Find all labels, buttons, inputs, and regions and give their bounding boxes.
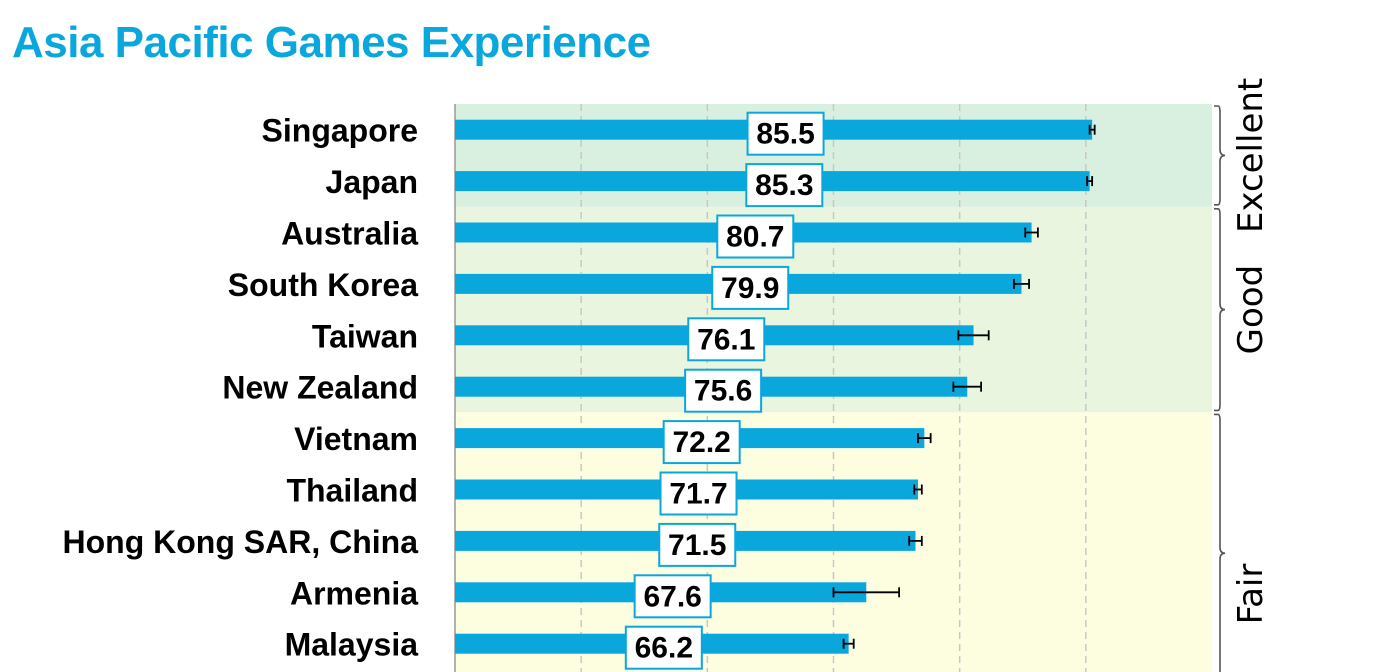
value-label: 76.1: [687, 317, 766, 362]
value-label: 72.2: [662, 420, 741, 465]
value-label-text: 66.2: [635, 632, 693, 665]
error-bar: [952, 381, 983, 392]
value-label-text: 71.7: [669, 478, 727, 511]
error-bar: [913, 484, 923, 495]
category-label: Armenia: [290, 575, 418, 611]
category-label: Vietnam: [294, 421, 418, 457]
value-labels: 85.5 85.3 80.7 79.9 76.1 75.6 72.2 71.7 71.5 67.6…: [624, 111, 825, 670]
category-label: New Zealand: [222, 370, 418, 406]
value-label: 66.2: [624, 625, 703, 670]
brace-good: Good: [1214, 208, 1271, 412]
error-bar: [1024, 227, 1039, 238]
category-labels: Singapore Japan Australia South Korea Taiwan…: [62, 113, 418, 663]
error-bar: [1088, 124, 1096, 135]
value-label-text: 75.6: [694, 375, 752, 408]
error-bar: [842, 638, 855, 649]
value-label-text: 76.1: [697, 323, 755, 356]
category-label: Japan: [326, 164, 418, 200]
value-label-text: 67.6: [643, 580, 701, 613]
value-label-text: 80.7: [726, 221, 784, 254]
brace-fair: Fair: [1214, 413, 1271, 672]
value-label: 67.6: [633, 574, 712, 619]
value-label: 80.7: [716, 214, 795, 259]
band-label: Good: [1231, 265, 1271, 355]
value-label-text: 79.9: [721, 272, 779, 305]
band-braces: Excellent Good Fair: [1214, 78, 1271, 672]
value-label-text: 85.3: [755, 169, 813, 202]
error-bar: [832, 587, 901, 598]
brace-excellent: Excellent: [1214, 78, 1271, 233]
value-label: 71.7: [659, 471, 738, 516]
error-bar: [917, 433, 932, 444]
value-label-text: 72.2: [672, 426, 730, 459]
category-label: South Korea: [228, 267, 418, 303]
error-bars: [832, 124, 1096, 649]
error-bar: [1013, 278, 1030, 289]
value-label-text: 85.5: [756, 118, 814, 151]
value-label: 71.5: [658, 522, 737, 567]
value-label: 85.5: [746, 111, 825, 156]
band-label: Fair: [1231, 564, 1271, 625]
chart-title: Asia Pacific Games Experience: [12, 18, 651, 67]
category-label: Thailand: [286, 473, 418, 509]
category-label: Hong Kong SAR, China: [62, 524, 418, 560]
error-bar: [908, 535, 923, 546]
value-label: 79.9: [711, 265, 790, 310]
category-label: Malaysia: [285, 627, 419, 663]
error-bar: [1086, 176, 1094, 187]
band-label: Excellent: [1231, 78, 1271, 233]
category-label: Taiwan: [312, 318, 418, 354]
category-label: Singapore: [262, 113, 418, 149]
value-label-text: 71.5: [668, 529, 726, 562]
category-label: Australia: [281, 216, 418, 252]
value-label: 85.3: [745, 163, 824, 208]
value-label: 75.6: [684, 368, 763, 413]
error-bar: [957, 330, 990, 341]
